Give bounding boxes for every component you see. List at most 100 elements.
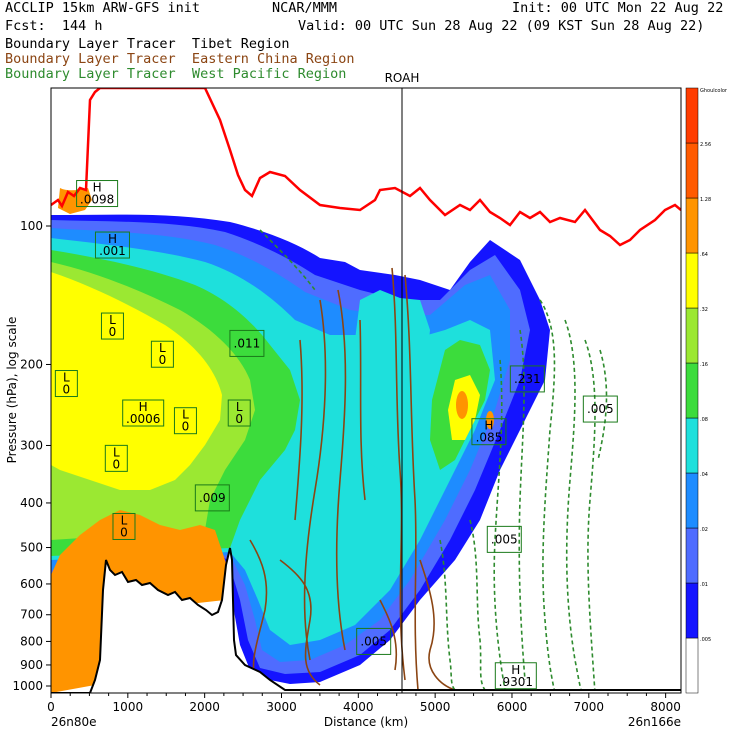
- contour-label-value: .085: [476, 431, 503, 445]
- contour-label-type: H: [108, 232, 117, 246]
- contour-label-box: [94, 231, 130, 259]
- colorbar-segment: [685, 472, 699, 529]
- contour-label: H.0098: [76, 180, 119, 208]
- contour-label: .011: [229, 329, 265, 357]
- contour-label-box: [509, 365, 545, 393]
- y-axis-label: Pressure (hPa), log scale: [5, 317, 19, 464]
- colorbar-label: Ghoulcolor: [700, 88, 728, 94]
- west-pacific-contours: [259, 229, 608, 693]
- contour-label-value: .009: [199, 491, 226, 505]
- contour-label: L0: [104, 444, 128, 472]
- y-tick-label: 400: [20, 496, 43, 510]
- contour-label: H.0006: [122, 399, 165, 427]
- colorbar-segment: [685, 142, 699, 199]
- contour-label-box: [486, 525, 522, 553]
- x-tick-label: 8000: [650, 700, 681, 714]
- header-forecast-hour: Fcst: 144 h: [5, 18, 103, 34]
- colorbar-label: .01: [700, 582, 708, 588]
- contour-label-value: 0: [235, 412, 243, 426]
- contour-label-value: .231: [514, 372, 541, 386]
- contour-label: L0: [112, 512, 136, 540]
- legend-tibet: Boundary Layer Tracer Tibet Region: [5, 36, 290, 52]
- colorbar-segment: [685, 362, 699, 419]
- x-tick-label: 2000: [189, 700, 220, 714]
- colorbar-label: .005: [700, 637, 711, 643]
- colorbar-segment: [685, 307, 699, 364]
- x-tick-label: 0: [47, 700, 55, 714]
- tropopause-line: [51, 88, 681, 247]
- contour-label-box: [194, 484, 230, 512]
- contour-label-box: [356, 627, 392, 655]
- contour-label: H.085: [471, 418, 507, 446]
- shaded-fields: [51, 88, 681, 693]
- y-tick-label: 900: [20, 658, 43, 672]
- colorbar-segment: [685, 582, 699, 639]
- y-tick-label: 500: [20, 541, 43, 555]
- legend-eastern-china: Boundary Layer Tracer Eastern China Regi…: [5, 51, 355, 67]
- colorbar-segment: [685, 252, 699, 309]
- contour-label-box: [76, 180, 119, 208]
- contour-label-value: 0: [159, 353, 167, 367]
- colorbar-label: .64: [700, 252, 708, 258]
- x-tick-label: 7000: [574, 700, 605, 714]
- colorbar-segment: [685, 527, 699, 584]
- colorbar: .005 .01 .02 .04 .08 .16 .32 .64 1.28 2.56 Ghoulco…: [685, 87, 728, 694]
- contour-label-box: [227, 399, 251, 427]
- x-tick-label: 5000: [420, 700, 451, 714]
- contour-label: L0: [150, 340, 174, 368]
- y-tick-label: 600: [20, 577, 43, 591]
- terrain-line: [51, 547, 681, 693]
- contour-label: H.001: [94, 231, 130, 259]
- legend-west-pacific: Boundary Layer Tracer West Pacific Regio…: [5, 66, 347, 82]
- contour-label-box: [100, 312, 124, 340]
- header-org: NCAR/MMM: [272, 0, 338, 16]
- eastern-china-contours: [249, 267, 456, 691]
- contour-label-value: 0: [182, 420, 190, 434]
- colorbar-label: .04: [700, 472, 708, 478]
- contour-label-value: .0098: [80, 193, 114, 207]
- contour-label-value: .0006: [126, 412, 160, 426]
- x-left-endpoint: 26n80e: [51, 715, 97, 729]
- tracer-field-yellow: [51, 272, 222, 490]
- y-tick-label: 800: [20, 634, 43, 648]
- colorbar-label: .02: [700, 527, 708, 533]
- contour-label-box: [582, 395, 618, 423]
- x-tick-label: 1000: [113, 700, 144, 714]
- contour-label: .005: [486, 525, 522, 553]
- contour-label: .231: [509, 365, 545, 393]
- contour-label-value: 0: [112, 457, 120, 471]
- x-right-endpoint: 26n166e: [628, 715, 681, 729]
- x-axis-label: Distance (km): [324, 715, 408, 729]
- contour-label: .005: [356, 627, 392, 655]
- contour-label-value: .005: [587, 402, 614, 416]
- contour-label-type: L: [236, 400, 243, 414]
- contour-label-box: [150, 340, 174, 368]
- contour-label-type: H: [511, 663, 520, 677]
- contour-label-value: 0: [120, 525, 128, 539]
- contour-label-value: .005: [360, 634, 387, 648]
- terrain-fill: [51, 548, 681, 693]
- colorbar-label: .16: [700, 362, 708, 368]
- header-valid-time: Valid: 00 UTC Sun 28 Aug 22 (09 KST Sun …: [298, 18, 705, 34]
- contour-label-box: [471, 418, 507, 446]
- contour-label-type: L: [63, 371, 70, 385]
- contour-label-type: H: [484, 419, 493, 433]
- contour-label: L0: [173, 407, 197, 435]
- contour-label-value: .9301: [499, 675, 533, 689]
- contour-label-box: [104, 444, 128, 472]
- header-init-time: Init: 00 UTC Mon 22 Aug 22: [512, 0, 724, 16]
- contour-label-box: [54, 370, 78, 398]
- colorbar-segment: [685, 637, 699, 694]
- x-tick-label: 3000: [266, 700, 297, 714]
- header-model-title: ACCLIP 15km ARW-GFS init: [5, 0, 201, 16]
- colorbar-segment: [685, 197, 699, 254]
- contour-label: .005: [582, 395, 618, 423]
- colorbar-label: .08: [700, 417, 708, 423]
- y-axis: 100 200 300 400 500 600 700 800 900 1000: [12, 219, 51, 693]
- contour-label-value: 0: [109, 325, 117, 339]
- colorbar-segment: [685, 87, 699, 144]
- contour-label-value: .011: [234, 336, 261, 350]
- colorbar-label: 1.28: [700, 197, 711, 203]
